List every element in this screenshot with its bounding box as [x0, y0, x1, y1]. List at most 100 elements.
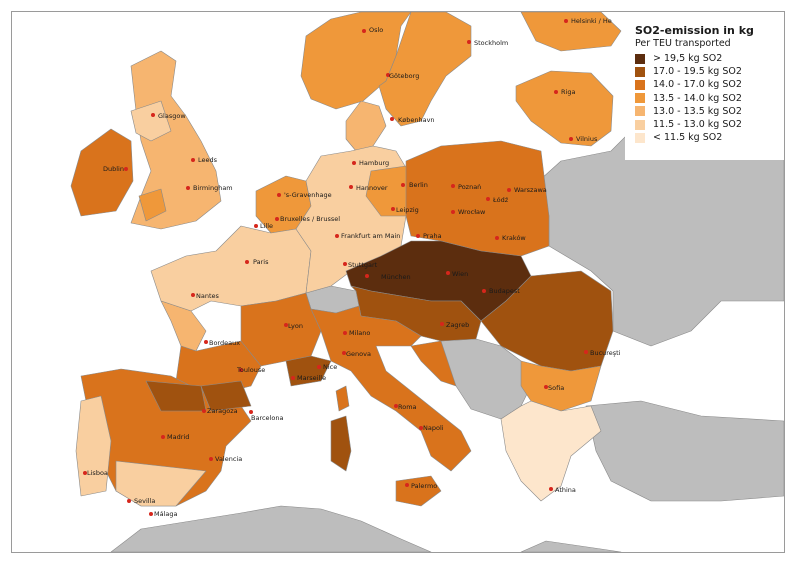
city-label-wien: Wien: [452, 270, 468, 278]
city-dot-leipzig: [391, 207, 395, 211]
legend-item: 11.5 - 13.0 kg SO2: [635, 118, 784, 131]
city-label-roma: Roma: [398, 403, 417, 411]
city-dot-madrid: [161, 435, 165, 439]
region-corsica: [335, 385, 350, 412]
city-label-lodz: Łódź: [492, 196, 509, 204]
city-dot-dublin: [124, 167, 128, 171]
city-label-bucuresti: Bucureşti: [590, 349, 621, 357]
region-croatia: [410, 340, 457, 387]
city-label-frankfurt: Frankfurt am Main: [341, 232, 400, 240]
city-dot-sevilla: [127, 499, 131, 503]
city-label-praha: Praha: [423, 232, 442, 240]
city-label-berlin: Berlin: [409, 181, 428, 189]
city-dot-sofia: [544, 385, 548, 389]
city-dot-lille: [254, 224, 258, 228]
legend-label: 13.5 - 14.0 kg SO2: [653, 92, 742, 104]
region-finland: [520, 12, 622, 52]
city-label-leipzig: Leipzig: [396, 206, 419, 214]
legend-swatch: [635, 53, 645, 64]
legend-item: 17.0 - 19.5 kg SO2: [635, 65, 784, 78]
land-north-africa: [110, 505, 432, 552]
city-dot-marseille: [291, 376, 295, 380]
city-dot-vilnius: [569, 137, 573, 141]
city-label-barcelona: Barcelona: [251, 414, 283, 422]
legend-item: 13.5 - 14.0 kg SO2: [635, 92, 784, 105]
city-label-krakow: Kraków: [502, 234, 526, 242]
city-label-nice: Nice: [323, 363, 337, 371]
city-label-helsinki: Helsinki / He: [571, 17, 612, 25]
city-dot-budapest: [482, 289, 486, 293]
city-label-birmingham: Birmingham: [193, 184, 233, 192]
region-italy: [310, 305, 472, 472]
city-dot-barcelona: [249, 410, 253, 414]
city-label-stockholm: Stockholm: [474, 39, 508, 47]
legend-subtitle: Per TEU transported: [635, 38, 731, 49]
city-dot-kobenhavn: [390, 117, 394, 121]
city-label-sofia: Sofia: [548, 384, 564, 392]
city-dot-berlin: [401, 183, 405, 187]
legend-swatch: [635, 119, 645, 130]
region-wales: [138, 188, 167, 222]
city-dot-stockholm: [467, 40, 471, 44]
city-dot-malaga: [149, 512, 153, 516]
region-baltics: [515, 70, 614, 147]
city-label-zaragoza: Zaragoza: [207, 407, 238, 415]
city-dot-hamburg: [352, 161, 356, 165]
city-dot-poznan: [451, 184, 455, 188]
city-label-lisboa: Lisboa: [87, 469, 108, 477]
city-dot-goteborg: [386, 73, 390, 77]
legend-label: < 11.5 kg SO2: [653, 132, 723, 144]
city-dot-praha: [416, 234, 420, 238]
region-portugal: [75, 395, 112, 497]
city-label-goteborg: Göteborg: [389, 72, 419, 80]
region-sardinia: [330, 415, 352, 472]
legend-label: 13.0 - 13.5 kg SO2: [653, 105, 742, 117]
city-dot-genova: [342, 351, 346, 355]
city-label-paris: Paris: [253, 258, 269, 266]
city-dot-leeds: [191, 158, 195, 162]
city-dots: [83, 19, 588, 516]
city-dot-wroclaw: [451, 210, 455, 214]
city-label-riga: Riga: [561, 88, 575, 96]
city-dot-stuttgart: [343, 262, 347, 266]
legend-label: > 19,5 kg SO2: [653, 53, 723, 65]
legend-swatch: [635, 66, 645, 77]
legend-item: 14.0 - 17.0 kg SO2: [635, 78, 784, 91]
city-label-palermo: Palermo: [411, 482, 437, 490]
city-dot-sgravenhage: [277, 193, 281, 197]
city-label-nantes: Nantes: [196, 292, 220, 300]
land-north-africa-east: [520, 540, 622, 552]
city-dot-valencia: [209, 457, 213, 461]
map-frame: Oslo Stockholm Helsinki / He Göteborg Ri…: [11, 11, 785, 553]
region-ireland: [70, 128, 134, 217]
region-france-rhone: [240, 292, 322, 367]
land-turkey: [585, 400, 784, 502]
city-dot-helsinki: [564, 19, 568, 23]
city-dot-wien: [446, 271, 450, 275]
city-dot-bordeaux: [204, 340, 208, 344]
city-dot-warszawa: [507, 188, 511, 192]
city-dot-athina: [549, 487, 553, 491]
city-dot-zagreb: [440, 322, 444, 326]
city-dot-paris: [245, 260, 249, 264]
city-label-oslo: Oslo: [369, 26, 383, 34]
legend: SO2-emission in kg Per TEU transported >…: [625, 20, 784, 160]
legend-swatch: [635, 79, 645, 90]
city-label-hannover: Hannover: [356, 184, 388, 192]
region-great-britain: [130, 50, 222, 230]
city-dot-roma: [394, 404, 398, 408]
city-dot-munchen: [365, 274, 369, 278]
legend-swatch: [635, 106, 645, 117]
city-label-sevilla: Sevilla: [134, 497, 155, 505]
city-label-leeds: Leeds: [198, 156, 218, 164]
city-label-hamburg: Hamburg: [359, 159, 389, 167]
legend-swatch: [635, 93, 645, 104]
region-greece: [500, 400, 602, 502]
region-spain-catalonia: [200, 380, 252, 412]
legend-item: 13.0 - 13.5 kg SO2: [635, 105, 784, 118]
city-dot-napoli: [419, 426, 423, 430]
city-label-madrid: Madrid: [167, 433, 189, 441]
region-france-southeast: [285, 355, 332, 387]
city-label-malaga: Málaga: [154, 510, 178, 518]
city-label-wroclaw: Wrocław: [458, 208, 486, 216]
